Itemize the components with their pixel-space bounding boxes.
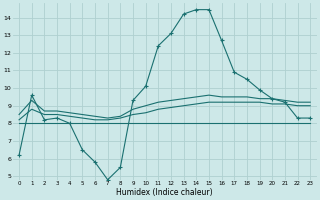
X-axis label: Humidex (Indice chaleur): Humidex (Indice chaleur) — [116, 188, 213, 197]
